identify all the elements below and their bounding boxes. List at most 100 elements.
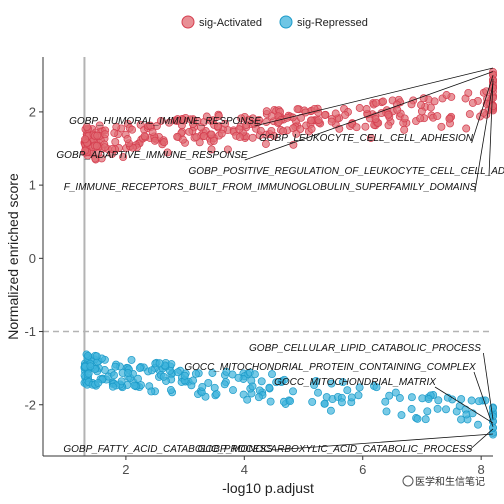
- point-sig-repressed: [457, 415, 465, 424]
- point-sig-activated: [462, 124, 471, 133]
- point-sig-activated: [248, 133, 257, 142]
- annotation-leader-lines: [244, 67, 494, 451]
- point-sig-activated: [178, 135, 187, 144]
- point-sig-activated: [221, 119, 230, 128]
- point-sig-activated: [372, 98, 381, 107]
- point-sig-repressed: [247, 376, 256, 385]
- point-sig-repressed: [326, 406, 335, 415]
- point-sig-activated: [361, 122, 370, 131]
- watermark: 医学和生信笔记: [415, 475, 485, 488]
- y-tick-label: -2: [24, 397, 36, 412]
- point-sig-activated: [379, 97, 388, 106]
- point-sig-activated: [433, 112, 442, 121]
- legend: sig-Activated sig-Repressed: [181, 15, 368, 29]
- point-sig-repressed: [204, 378, 213, 387]
- point-sig-repressed: [147, 366, 156, 375]
- point-sig-activated: [100, 143, 109, 152]
- point-sig-activated: [442, 91, 451, 99]
- point-sig-repressed: [489, 423, 497, 432]
- y-axis-ticks: 2 1 0 -1 -2: [24, 104, 43, 412]
- point-sig-repressed: [424, 395, 433, 403]
- x-tick-label: 4: [241, 462, 248, 477]
- point-sig-activated: [217, 129, 226, 138]
- point-sig-activated: [327, 117, 336, 126]
- point-sig-activated: [185, 127, 194, 136]
- annotation-leader: [474, 82, 494, 193]
- point-sig-activated: [108, 145, 117, 153]
- x-tick-label: 8: [478, 462, 485, 477]
- point-sig-activated: [235, 133, 244, 142]
- annotation-leader: [488, 78, 494, 177]
- point-sig-activated: [314, 116, 323, 124]
- x-tick-label: 6: [359, 462, 366, 477]
- data-points: [80, 68, 497, 439]
- point-sig-activated: [416, 114, 425, 123]
- point-sig-repressed: [327, 379, 336, 388]
- point-sig-activated: [197, 123, 205, 132]
- point-sig-activated: [270, 131, 279, 140]
- point-sig-activated: [160, 138, 169, 147]
- point-sig-repressed: [159, 372, 168, 381]
- point-sig-activated: [292, 129, 301, 138]
- point-sig-repressed: [110, 371, 118, 380]
- point-sig-activated: [464, 88, 473, 97]
- point-sig-repressed: [268, 370, 276, 379]
- legend-marker-sig-activated: [181, 15, 195, 29]
- annotation-label: GOBP_CELLULAR_LIPID_CATABOLIC_PROCESS: [249, 343, 481, 354]
- point-sig-repressed: [337, 398, 346, 407]
- point-sig-activated: [417, 101, 425, 109]
- point-sig-activated: [223, 145, 232, 154]
- point-sig-activated: [123, 135, 132, 143]
- point-sig-activated: [352, 123, 361, 132]
- point-sig-activated: [214, 112, 223, 120]
- x-tick-label: 2: [122, 462, 129, 477]
- point-sig-repressed: [413, 414, 422, 423]
- point-sig-activated: [237, 114, 246, 123]
- reference-lines: [43, 57, 493, 456]
- point-sig-activated: [111, 137, 120, 146]
- point-sig-repressed: [130, 381, 139, 390]
- point-sig-repressed: [391, 388, 400, 397]
- point-sig-activated: [173, 116, 182, 125]
- annotation-label: GOCC_MITOCHONDRIAL_PROTEIN_CONTAINING_CO…: [184, 362, 476, 373]
- point-sig-repressed: [423, 407, 432, 416]
- point-sig-activated: [101, 130, 109, 139]
- point-sig-repressed: [312, 376, 320, 385]
- point-sig-activated: [82, 122, 91, 131]
- point-sig-repressed: [266, 397, 275, 406]
- annotation-leader: [434, 386, 494, 424]
- annotation-leader: [273, 433, 494, 451]
- point-sig-repressed: [147, 387, 156, 396]
- point-sig-repressed: [108, 382, 117, 391]
- point-sig-repressed: [84, 369, 93, 378]
- point-sig-repressed: [124, 369, 132, 377]
- point-sig-repressed: [434, 396, 443, 405]
- annotation-label: F_IMMUNE_RECEPTORS_BUILT_FROM_IMMUNOGLOB…: [64, 182, 477, 193]
- point-sig-activated: [192, 133, 201, 142]
- point-sig-activated: [355, 104, 364, 112]
- point-sig-repressed: [135, 364, 144, 373]
- point-sig-repressed: [84, 351, 93, 360]
- point-sig-repressed: [189, 376, 198, 385]
- point-sig-activated: [293, 105, 302, 114]
- point-sig-activated: [92, 141, 101, 150]
- point-sig-repressed: [421, 415, 430, 424]
- point-sig-activated: [297, 113, 305, 122]
- point-sig-repressed: [385, 391, 394, 400]
- annotation-label: GOBP_LEUKOCYTE_CELL_CELL_ADHESION: [259, 133, 474, 144]
- point-sig-repressed: [289, 387, 297, 396]
- point-sig-activated: [468, 98, 477, 107]
- point-sig-activated: [400, 114, 409, 123]
- point-sig-repressed: [338, 378, 347, 387]
- point-sig-activated: [321, 111, 329, 119]
- point-sig-activated: [186, 115, 195, 124]
- point-sig-activated: [244, 115, 253, 124]
- point-sig-repressed: [212, 390, 221, 399]
- point-sig-repressed: [254, 393, 263, 402]
- point-sig-activated: [307, 125, 316, 133]
- annotation-label: GOBP_POSITIVE_REGULATION_OF_LEUKOCYTE_CE…: [189, 166, 504, 177]
- axes: [42, 57, 493, 457]
- point-sig-repressed: [94, 378, 103, 387]
- point-sig-repressed: [229, 386, 237, 395]
- point-sig-repressed: [117, 377, 126, 386]
